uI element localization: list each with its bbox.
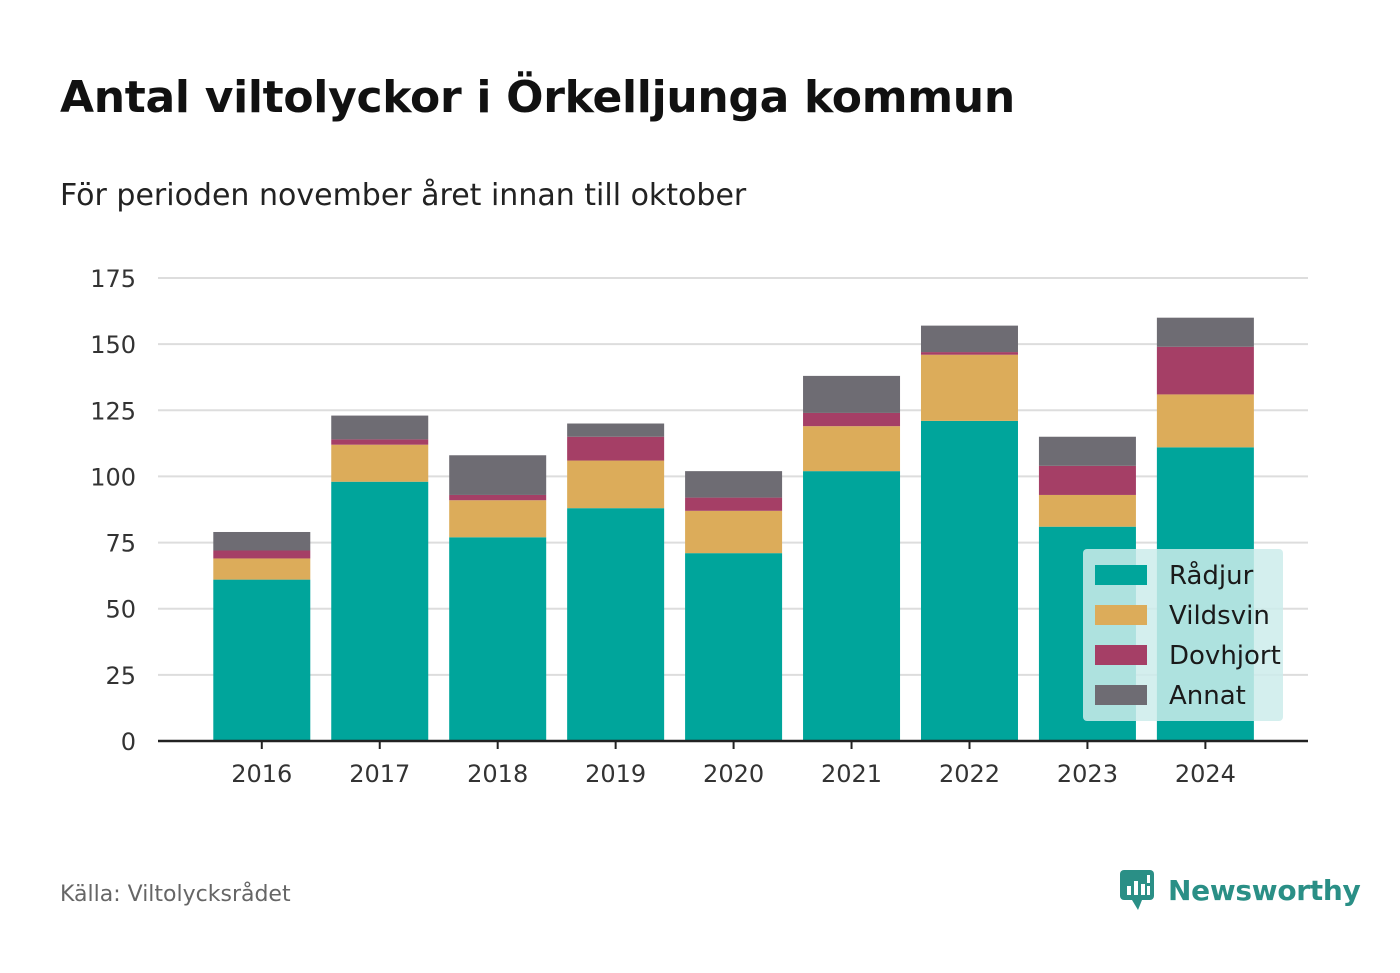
bar-segment-annat-2020	[685, 471, 783, 498]
x-tick-label: 2024	[1175, 760, 1236, 788]
x-tick-label: 2022	[939, 760, 1000, 788]
bar-segment-annat-2017	[331, 415, 429, 440]
bar-segment-vildsvin-2016	[213, 558, 311, 580]
bar-segment-annat-2016	[213, 531, 311, 551]
bar-segment-annat-2024	[1156, 317, 1254, 347]
bar-segment-dovhjort-2017	[331, 439, 429, 445]
bar-segment-annat-2023	[1038, 436, 1136, 466]
legend-swatch-annat	[1095, 685, 1147, 705]
bar-segment-rådjur-2021	[803, 471, 901, 741]
x-tick-label: 2020	[703, 760, 764, 788]
bar-segment-vildsvin-2017	[331, 444, 429, 482]
legend-swatch-vildsvin	[1095, 605, 1147, 625]
chart-bubble-icon	[1120, 870, 1154, 910]
y-tick-label: 25	[105, 662, 136, 690]
chart-subtitle: För perioden november året innan till ok…	[60, 178, 747, 213]
legend-label: Rådjur	[1169, 560, 1254, 591]
bar-segment-dovhjort-2020	[685, 497, 783, 511]
bar-segment-vildsvin-2020	[685, 510, 783, 554]
bar-segment-dovhjort-2016	[213, 550, 311, 559]
y-tick-label: 150	[90, 331, 136, 359]
y-tick-label: 100	[90, 463, 136, 491]
bar-segment-annat-2018	[449, 455, 547, 495]
bar-segment-vildsvin-2023	[1038, 494, 1136, 527]
brand-logo[interactable]: Newsworthy	[1118, 866, 1361, 914]
y-tick-label: 175	[90, 265, 136, 293]
bar-segment-annat-2019	[567, 423, 665, 437]
bar-segment-rådjur-2022	[920, 420, 1018, 741]
bar-segment-rådjur-2018	[449, 537, 547, 741]
legend-swatch-rådjur	[1095, 565, 1147, 585]
bar-segment-vildsvin-2019	[567, 460, 665, 509]
source-note: Källa: Viltolycksrådet	[60, 882, 291, 907]
x-tick-label: 2021	[821, 760, 882, 788]
bar-segment-dovhjort-2023	[1038, 465, 1136, 495]
y-tick-label: 75	[105, 530, 136, 558]
y-tick-label: 0	[121, 728, 136, 756]
bar-segment-dovhjort-2024	[1156, 346, 1254, 395]
chart-title: Antal viltolyckor i Örkelljunga kommun	[60, 72, 1015, 123]
legend-label: Vildsvin	[1169, 601, 1270, 631]
bar-segment-rådjur-2020	[685, 553, 783, 741]
legend-box	[1083, 549, 1283, 721]
bar-segment-vildsvin-2021	[803, 426, 901, 472]
bar-segment-dovhjort-2021	[803, 412, 901, 427]
bar-segment-annat-2022	[920, 325, 1018, 353]
bar-segment-rådjur-2017	[331, 481, 429, 741]
brand-name: Newsworthy	[1168, 873, 1361, 907]
bar-segment-dovhjort-2018	[449, 494, 547, 501]
x-tick-label: 2018	[467, 760, 528, 788]
bar-segment-vildsvin-2018	[449, 500, 547, 538]
legend-swatch-dovhjort	[1095, 645, 1147, 665]
bar-segment-dovhjort-2022	[920, 352, 1018, 355]
x-tick-label: 2023	[1057, 760, 1118, 788]
bar-segment-rådjur-2019	[567, 508, 665, 741]
legend-label: Dovhjort	[1169, 641, 1281, 671]
bar-segment-dovhjort-2019	[567, 436, 665, 461]
y-tick-label: 125	[90, 397, 136, 425]
bar-segment-annat-2021	[803, 375, 901, 413]
legend-label: Annat	[1169, 681, 1246, 711]
x-tick-label: 2017	[349, 760, 410, 788]
bar-segment-vildsvin-2024	[1156, 394, 1254, 448]
bar-segment-vildsvin-2022	[920, 354, 1018, 421]
bar-segment-rådjur-2016	[213, 579, 311, 741]
y-tick-label: 50	[105, 596, 136, 624]
x-tick-label: 2019	[585, 760, 646, 788]
x-tick-label: 2016	[231, 760, 292, 788]
